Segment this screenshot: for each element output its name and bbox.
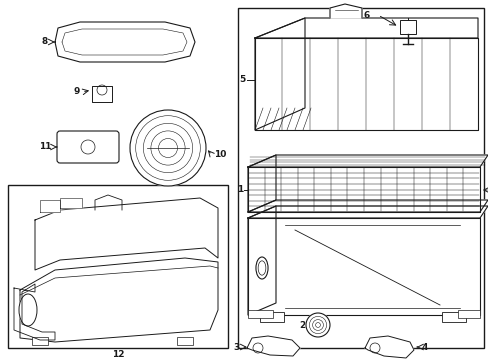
Bar (260, 312, 284, 322)
Text: 5: 5 (238, 76, 244, 85)
Bar (399, 20, 415, 34)
Polygon shape (247, 200, 487, 212)
Text: 8: 8 (41, 37, 48, 46)
Polygon shape (329, 4, 361, 18)
Text: 2: 2 (298, 320, 305, 329)
Polygon shape (247, 155, 275, 212)
Polygon shape (55, 22, 195, 62)
Bar (238, 8, 483, 348)
Polygon shape (40, 200, 60, 212)
Text: 11: 11 (40, 143, 52, 152)
Ellipse shape (255, 257, 267, 279)
Text: 9: 9 (74, 87, 80, 96)
Polygon shape (254, 18, 477, 38)
Polygon shape (35, 198, 218, 270)
Polygon shape (247, 155, 487, 167)
Polygon shape (247, 206, 275, 315)
FancyBboxPatch shape (57, 131, 119, 163)
Polygon shape (247, 206, 487, 218)
Circle shape (130, 110, 205, 186)
Polygon shape (254, 38, 477, 130)
Polygon shape (14, 284, 55, 340)
Bar (8, 185, 227, 348)
Ellipse shape (19, 294, 37, 326)
Polygon shape (20, 258, 218, 342)
Text: 4: 4 (421, 342, 427, 351)
Polygon shape (364, 336, 413, 358)
Text: 3: 3 (233, 342, 240, 351)
Text: 10: 10 (214, 150, 226, 159)
Polygon shape (247, 218, 479, 315)
Text: 6: 6 (363, 10, 369, 19)
Text: 12: 12 (112, 350, 124, 359)
Bar (32, 337, 48, 345)
Polygon shape (254, 18, 305, 130)
Bar (177, 337, 193, 345)
Text: 1: 1 (236, 185, 243, 194)
Polygon shape (246, 336, 299, 356)
Circle shape (305, 313, 329, 337)
Bar (92, 86, 112, 102)
Polygon shape (60, 198, 82, 208)
Bar (441, 312, 465, 322)
Polygon shape (247, 167, 479, 212)
Bar (457, 310, 479, 318)
Bar (247, 310, 272, 318)
